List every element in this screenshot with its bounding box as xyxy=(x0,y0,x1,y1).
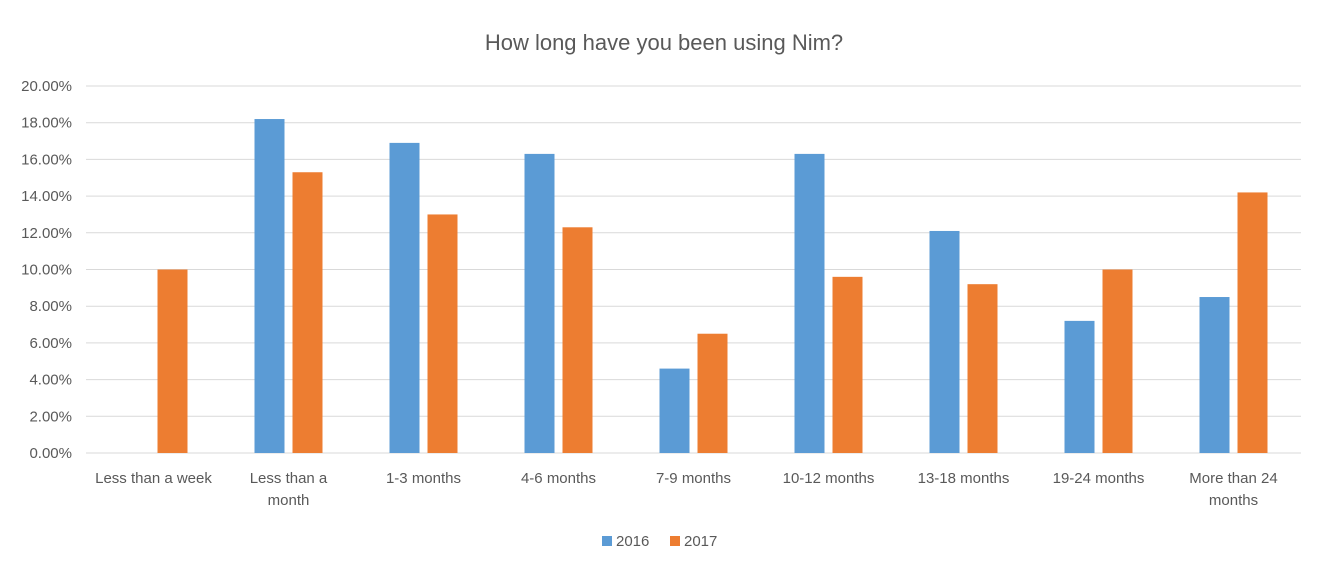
x-category-label: 4-6 months xyxy=(521,470,596,487)
legend-label: 2017 xyxy=(684,533,717,550)
y-tick-label: 12.00% xyxy=(21,225,72,242)
legend-label: 2016 xyxy=(616,533,649,550)
x-category-label: 13-18 months xyxy=(918,470,1010,487)
bar-2016 xyxy=(659,368,690,453)
bar-2017 xyxy=(562,227,593,453)
y-tick-label: 8.00% xyxy=(29,298,72,315)
y-tick-label: 6.00% xyxy=(29,335,72,352)
x-category-label: Less than a month xyxy=(250,470,328,509)
bar-2016 xyxy=(1199,297,1230,453)
x-category-label: 1-3 months xyxy=(386,470,461,487)
x-category-label: Less than a week xyxy=(95,470,212,487)
y-tick-label: 10.00% xyxy=(21,262,72,279)
y-tick-label: 16.00% xyxy=(21,151,72,168)
bar-2017 xyxy=(427,214,458,453)
x-category-label: 7-9 months xyxy=(656,470,731,487)
legend-swatch-2017 xyxy=(670,536,680,546)
y-tick-label: 20.00% xyxy=(21,78,72,95)
y-tick-label: 14.00% xyxy=(21,188,72,205)
bar-2017 xyxy=(292,172,323,453)
bar-2017 xyxy=(697,333,728,453)
y-tick-label: 4.00% xyxy=(29,372,72,389)
y-tick-label: 0.00% xyxy=(29,445,72,462)
x-category-label: 19-24 months xyxy=(1053,470,1145,487)
bar-2017 xyxy=(157,269,188,453)
bar-2016 xyxy=(794,153,825,453)
bar-2017 xyxy=(967,284,998,453)
gridlines xyxy=(86,85,1301,454)
bar-2017 xyxy=(1237,192,1268,453)
x-category-label: More than 24 months xyxy=(1189,470,1277,509)
y-tick-label: 18.00% xyxy=(21,115,72,132)
y-axis-ticks: 0.00% 2.00% 4.00% 6.00% 8.00% 10.00% 12.00% 14.… xyxy=(21,78,72,462)
bars xyxy=(157,119,1268,453)
legend: 2016 2017 xyxy=(602,533,717,550)
chart-title: How long have you been using Nim? xyxy=(485,30,843,55)
legend-swatch-2016 xyxy=(602,536,612,546)
bar-2016 xyxy=(389,142,420,453)
x-axis-labels: Less than a week Less than a month 1-3 mont… xyxy=(95,470,1278,509)
y-tick-label: 2.00% xyxy=(29,408,72,425)
bar-2016 xyxy=(929,230,960,453)
bar-2016 xyxy=(1064,320,1095,453)
bar-2017 xyxy=(832,276,863,453)
bar-2016 xyxy=(524,153,555,453)
bar-2017 xyxy=(1102,269,1133,453)
bar-2016 xyxy=(254,119,285,453)
x-category-label: 10-12 months xyxy=(783,470,875,487)
